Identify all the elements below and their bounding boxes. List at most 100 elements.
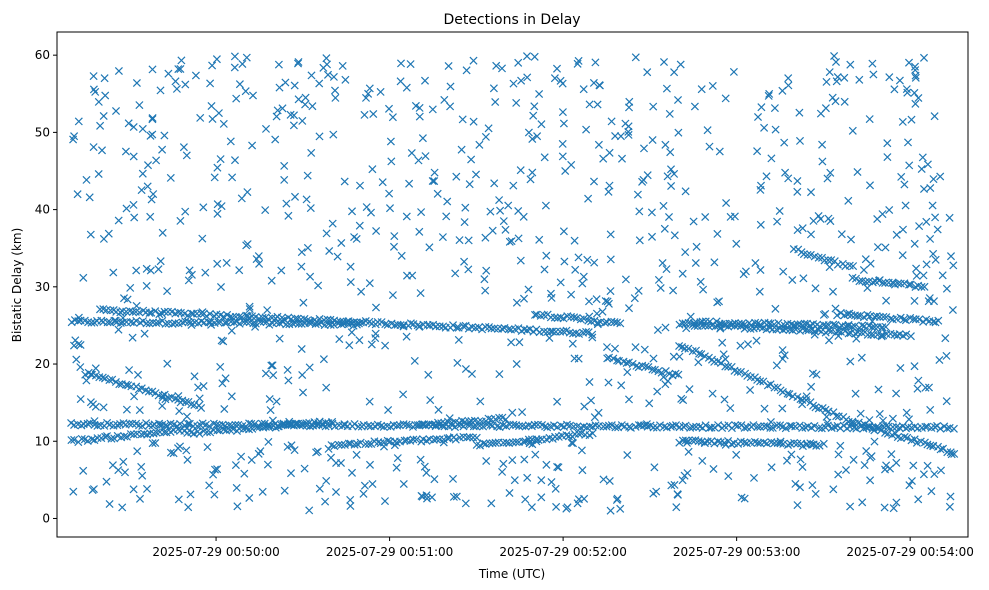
data-point xyxy=(142,319,151,328)
data-point xyxy=(402,271,412,280)
data-point xyxy=(232,94,241,103)
x-axis-label: Time (UTC) xyxy=(478,567,545,581)
data-point xyxy=(936,172,945,181)
data-point xyxy=(910,362,919,371)
data-point xyxy=(746,324,755,333)
data-point xyxy=(252,255,261,264)
data-point xyxy=(802,392,811,401)
data-point xyxy=(685,385,694,394)
data-point xyxy=(227,392,236,401)
data-point xyxy=(626,423,635,432)
data-point xyxy=(795,108,804,117)
data-point xyxy=(829,408,838,417)
data-point xyxy=(108,375,117,384)
data-point xyxy=(848,126,857,135)
data-point xyxy=(793,176,802,186)
data-point xyxy=(641,362,650,371)
data-point xyxy=(681,421,690,430)
data-point xyxy=(579,85,588,94)
data-point xyxy=(771,125,780,134)
data-point xyxy=(930,112,939,121)
data-point xyxy=(682,438,692,447)
data-point xyxy=(926,441,935,450)
data-point xyxy=(67,436,76,445)
data-point xyxy=(174,495,183,504)
data-point xyxy=(875,276,884,285)
data-point xyxy=(889,279,898,288)
data-point xyxy=(237,194,246,203)
data-point xyxy=(90,417,99,426)
data-point xyxy=(280,161,289,170)
data-point xyxy=(522,52,532,61)
data-point xyxy=(558,139,567,148)
data-point xyxy=(377,421,386,430)
data-point xyxy=(776,439,785,448)
data-point xyxy=(624,304,634,313)
data-point xyxy=(806,230,816,239)
data-point xyxy=(221,374,230,383)
data-point xyxy=(461,203,470,212)
data-point xyxy=(402,420,411,429)
data-point xyxy=(749,421,758,430)
data-point xyxy=(909,461,918,470)
data-point xyxy=(363,421,373,430)
data-point xyxy=(378,178,387,187)
data-point xyxy=(383,436,392,445)
data-point xyxy=(364,439,373,449)
data-point xyxy=(487,324,496,333)
data-point xyxy=(829,485,838,494)
data-point xyxy=(589,78,598,87)
data-point xyxy=(499,217,508,226)
data-point xyxy=(522,326,532,335)
x-axis: 2025-07-29 00:50:00 2025-07-29 00:51:00 20… xyxy=(152,537,974,559)
data-point xyxy=(74,313,83,322)
data-point xyxy=(827,326,836,336)
data-point xyxy=(291,419,300,428)
data-point xyxy=(174,308,183,317)
data-point xyxy=(100,374,110,383)
data-point xyxy=(903,88,912,97)
data-point xyxy=(86,230,95,239)
data-point xyxy=(414,156,423,165)
data-point xyxy=(231,461,240,470)
data-point xyxy=(695,349,704,358)
data-point xyxy=(176,398,185,407)
data-point xyxy=(616,319,625,328)
data-point xyxy=(199,203,208,212)
data-point xyxy=(121,147,130,156)
data-point xyxy=(238,59,247,69)
data-point xyxy=(806,188,816,197)
data-point xyxy=(787,422,796,431)
data-point xyxy=(135,406,144,415)
data-point xyxy=(914,495,923,504)
data-point xyxy=(591,58,600,67)
data-point xyxy=(647,208,656,217)
data-point xyxy=(846,357,855,366)
data-point xyxy=(878,416,888,425)
data-point xyxy=(335,335,344,344)
data-point xyxy=(588,333,597,342)
data-point xyxy=(125,366,134,375)
data-point xyxy=(558,108,567,117)
data-point xyxy=(361,93,371,102)
y-tick-label: 20 xyxy=(35,357,50,371)
data-point xyxy=(570,313,579,322)
data-point xyxy=(535,235,544,244)
data-point xyxy=(415,112,424,121)
data-point xyxy=(107,434,116,443)
data-point xyxy=(567,160,576,169)
data-point xyxy=(519,294,529,303)
data-point xyxy=(207,101,216,111)
data-point xyxy=(514,58,523,67)
data-point xyxy=(268,416,277,425)
data-point xyxy=(338,61,347,70)
data-point xyxy=(881,243,890,252)
data-point xyxy=(605,148,614,157)
data-point xyxy=(294,57,303,67)
data-point xyxy=(85,419,95,428)
data-point xyxy=(866,453,875,462)
data-point xyxy=(110,434,119,443)
data-point xyxy=(129,485,138,494)
data-point xyxy=(303,243,312,252)
